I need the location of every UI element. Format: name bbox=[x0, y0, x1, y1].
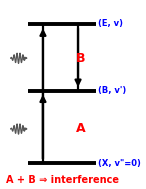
Text: A + B ⇒ interference: A + B ⇒ interference bbox=[7, 175, 119, 185]
Text: (X, v"=0): (X, v"=0) bbox=[98, 159, 141, 168]
Text: B: B bbox=[76, 52, 85, 65]
Text: A: A bbox=[76, 122, 85, 136]
Text: (B, v'): (B, v') bbox=[98, 86, 126, 95]
Text: (E, v): (E, v) bbox=[98, 19, 123, 28]
